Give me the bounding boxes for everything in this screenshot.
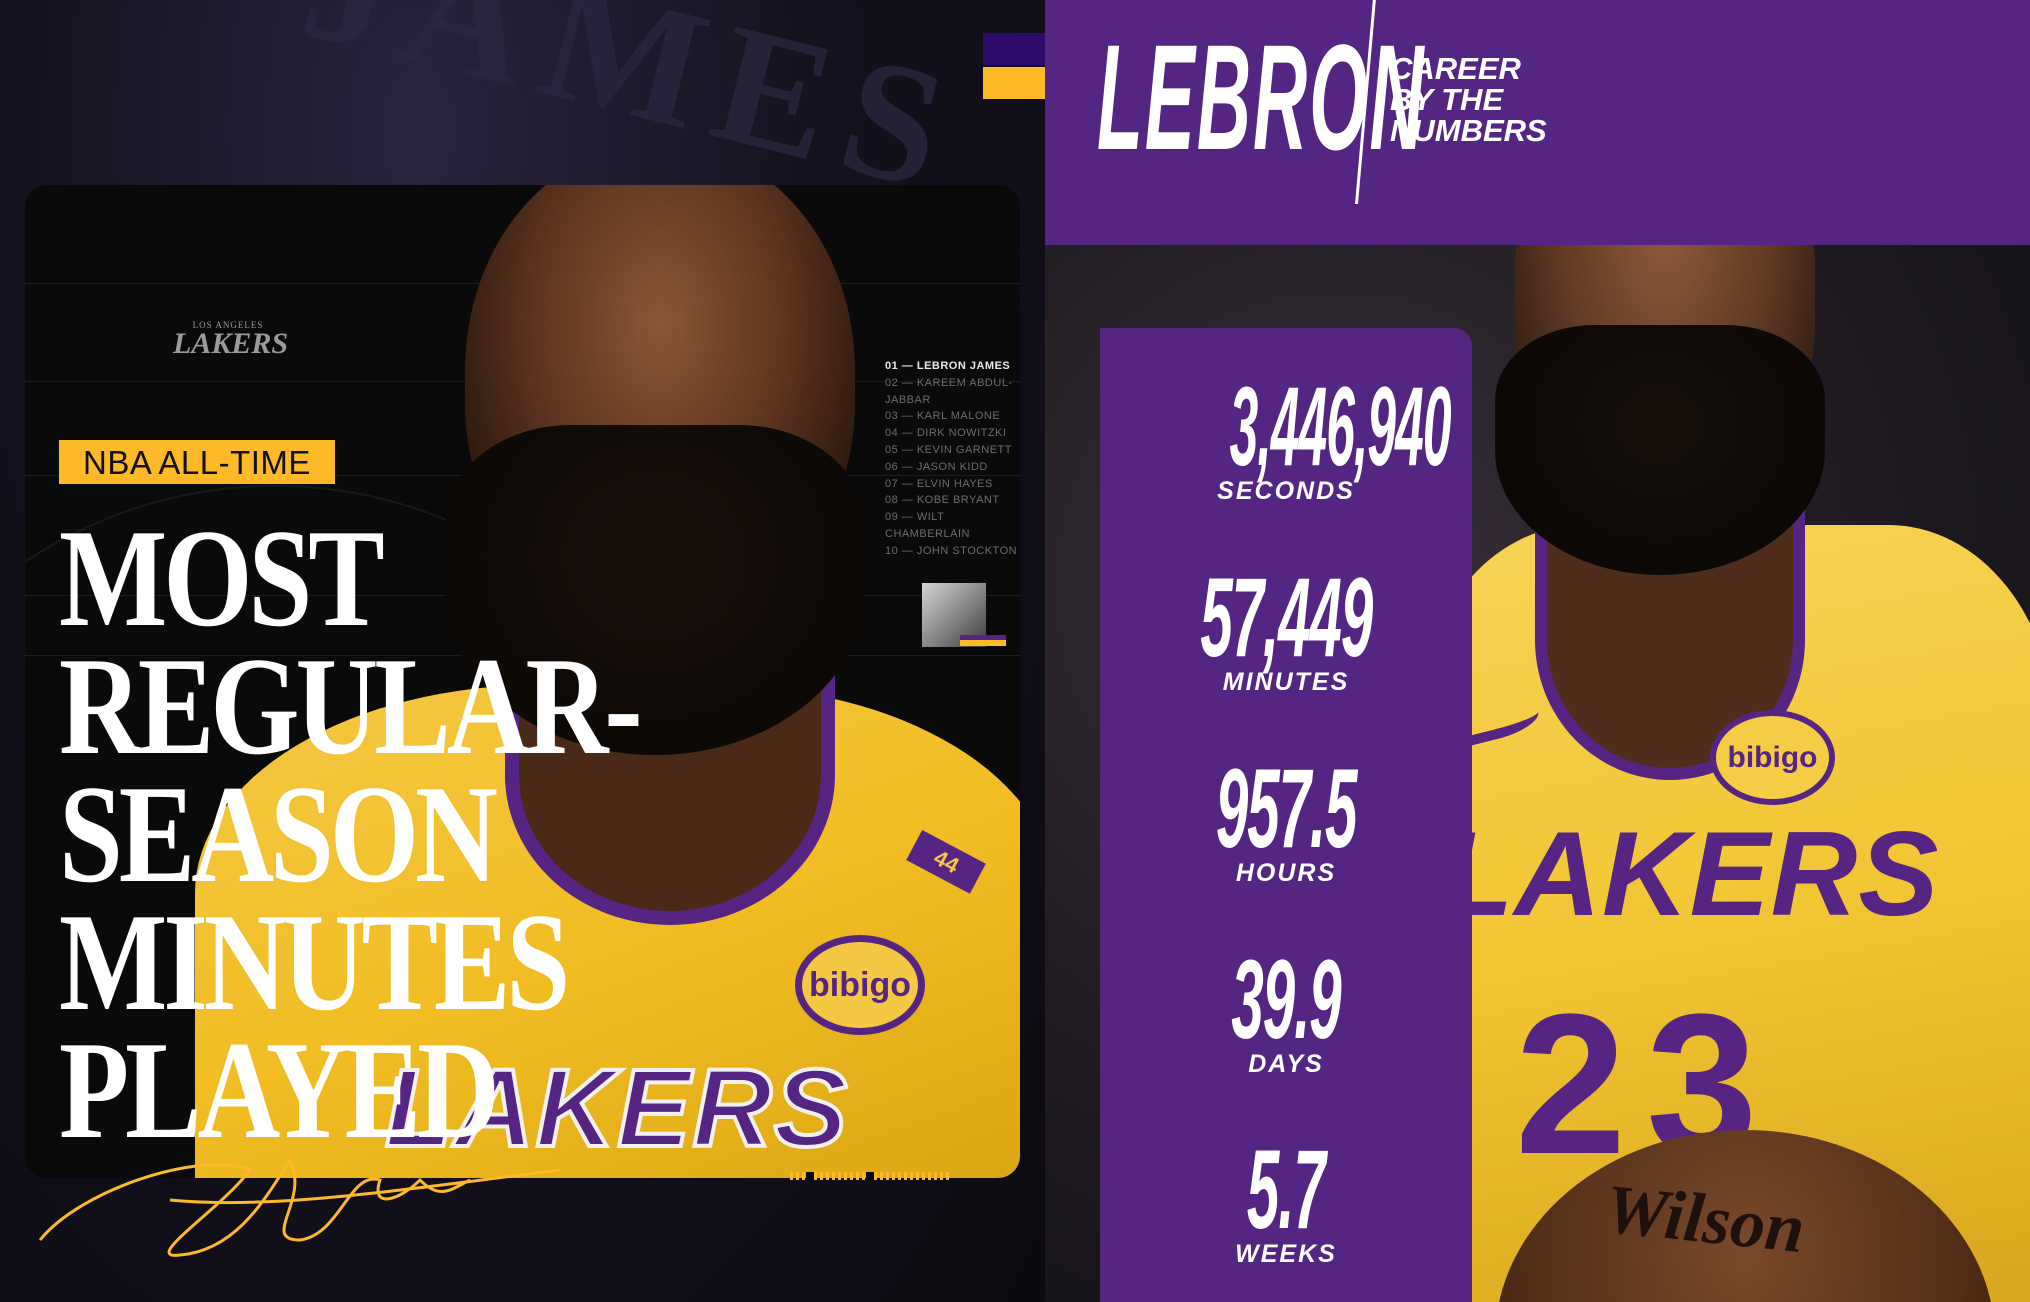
player-beard <box>1495 325 1825 575</box>
headline: MOST REGULAR- SEASON MINUTES PLAYED <box>59 501 643 1168</box>
all-time-ranking-list: 01 — LEBRON JAMES 02 — KAREEM ABDUL-JABB… <box>885 358 1020 560</box>
player-beard <box>445 425 865 755</box>
ranking-item: 02 — KAREEM ABDUL-JABBAR <box>885 376 1013 406</box>
dashed-accent <box>790 1172 950 1180</box>
stat-unit: HOURS <box>1235 859 1337 887</box>
ranking-item: 10 — JOHN STOCKTON <box>885 544 1018 557</box>
ranking-item: 06 — JASON KIDD <box>885 460 988 473</box>
nba-all-time-graphic: JAMES 44 bibigo LAKERS LOS ANGELES LAKER… <box>0 0 1045 1302</box>
bibigo-sponsor-logo: bibigo <box>795 935 925 1035</box>
stat-unit: DAYS <box>1248 1050 1324 1078</box>
stat-minutes: 57,449 MINUTES <box>1100 555 1472 697</box>
stat-value: 57,449 <box>1200 555 1373 680</box>
title: LEBRON <box>1097 13 1426 181</box>
subtitle: CAREER BY THE NUMBERS <box>1390 51 1547 148</box>
thumbnail-purple-bar <box>960 635 1006 640</box>
stat-days: 39.9 DAYS <box>1100 937 1472 1079</box>
ranking-item: 05 — KEVIN GARNETT <box>885 443 1012 456</box>
bibigo-sponsor-logo: bibigo <box>1710 710 1835 805</box>
jersey-wordmark: LAKERS <box>1440 807 1940 941</box>
player-game-photo: bibigo LAKERS 23 Wilson <box>1415 70 2030 1302</box>
stats-panel: 3,446,940 SECONDS 57,449 MINUTES 957.5 H… <box>1100 328 1472 1302</box>
ranking-item: 07 — ELVIN HAYES <box>885 477 993 490</box>
ranking-item: 04 — DIRK NOWITZKI <box>885 427 1007 440</box>
ranking-item: 08 — KOBE BRYANT <box>885 494 1000 507</box>
ranking-item: 03 — KARL MALONE <box>885 410 1001 423</box>
ranking-item: 09 — WILT CHAMBERLAIN <box>885 511 970 540</box>
career-by-numbers-graphic: bibigo LAKERS 23 Wilson LEBRON CAREER BY… <box>1045 0 2030 1302</box>
player-portrait-photo: 44 bibigo <box>195 185 1020 1178</box>
stat-unit: MINUTES <box>1222 668 1350 696</box>
stat-value: 39.9 <box>1231 937 1341 1062</box>
signature-icon <box>38 1157 561 1257</box>
lakers-logo: LOS ANGELES LAKERS <box>173 314 288 380</box>
title-header: LEBRON CAREER BY THE NUMBERS <box>1045 0 2030 245</box>
purple-accent-bar <box>983 33 1045 65</box>
gold-accent-bar <box>983 67 1045 99</box>
stat-hours: 957.5 HOURS <box>1100 746 1472 888</box>
stat-unit: WEEKS <box>1235 1240 1337 1268</box>
stat-weeks: 5.7 WEEKS <box>1100 1127 1472 1269</box>
stat-value: 3,446,940 <box>1229 364 1452 489</box>
thumbnail-gold-bar <box>960 640 1006 646</box>
feature-card: 44 bibigo LAKERS LOS ANGELES LAKERS NBA … <box>25 185 1020 1178</box>
stat-unit: SECONDS <box>1217 477 1355 505</box>
jersey-wordmark: LAKERS <box>383 1045 850 1172</box>
stat-seconds: 3,446,940 SECONDS <box>1100 364 1472 506</box>
ranking-item: 01 — LEBRON JAMES <box>885 360 1011 372</box>
stat-value: 957.5 <box>1215 746 1358 871</box>
stat-value: 5.7 <box>1247 1127 1326 1252</box>
nba-all-time-badge: NBA ALL-TIME <box>59 440 335 484</box>
